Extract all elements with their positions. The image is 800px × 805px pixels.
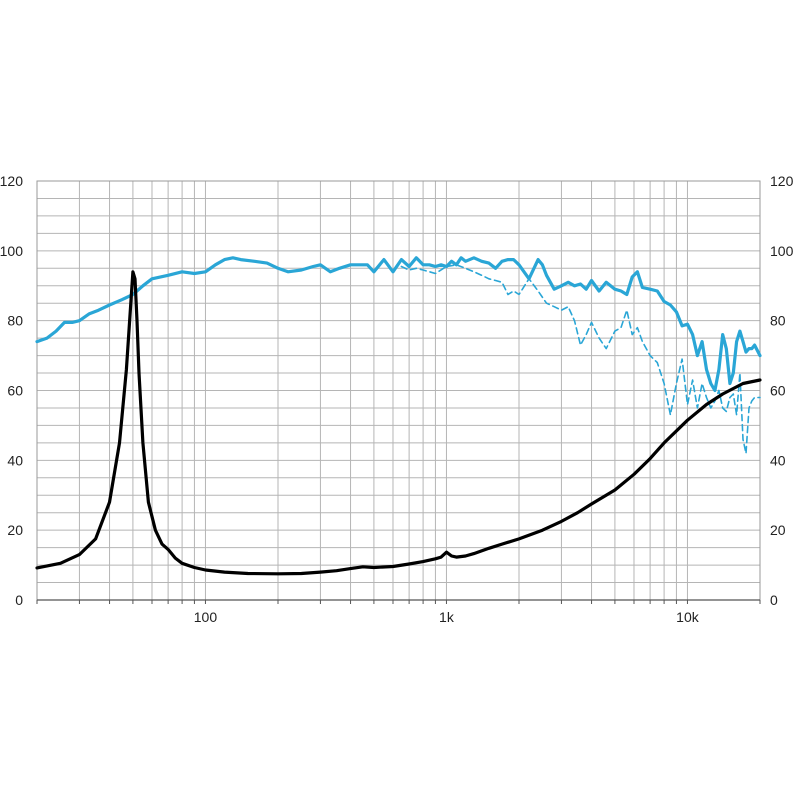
y-tick-label-right: 60	[770, 383, 786, 399]
grid	[37, 181, 760, 600]
y-tick-label-right: 120	[770, 173, 794, 189]
tick-labels: 0 0 20 20 40 40 60 60 80 80 100 100 120 120 100 1k 10k	[0, 173, 794, 625]
plot-frame	[36, 180, 761, 604]
y-tick-label-left: 0	[15, 592, 23, 608]
y-tick-label-left: 60	[7, 383, 23, 399]
y-tick-label-right: 40	[770, 452, 786, 468]
y-tick-label-right: 100	[770, 243, 794, 259]
y-tick-label-right: 20	[770, 522, 786, 538]
y-tick-label-right: 0	[770, 592, 778, 608]
y-tick-label-right: 80	[770, 313, 786, 329]
series-line-spl_off_axis	[400, 264, 761, 455]
x-tick-label: 10k	[676, 609, 700, 625]
x-tick-label: 1k	[439, 609, 455, 625]
y-tick-label-left: 40	[7, 452, 23, 468]
y-tick-label-left: 20	[7, 522, 23, 538]
series-line-spl_on_axis	[35, 256, 762, 393]
y-tick-label-left: 80	[7, 313, 23, 329]
y-tick-label-left: 100	[0, 243, 23, 259]
y-tick-label-left: 120	[0, 173, 23, 189]
x-tick-label: 100	[194, 609, 218, 625]
series-layer	[35, 256, 762, 576]
series-line-impedance	[35, 270, 762, 576]
